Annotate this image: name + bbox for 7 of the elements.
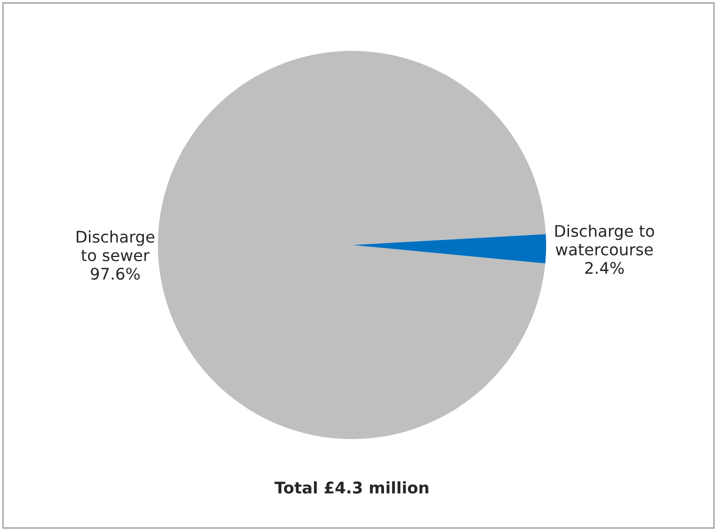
data-label: 2.4%: [585, 262, 624, 274]
data-label: 97.6%: [90, 268, 140, 280]
slice-label: Discharge to sewer: [76, 230, 154, 262]
text: Total £4.3 million: [274, 481, 428, 494]
pie-slice: [352, 234, 546, 264]
pie-slice: [158, 50, 546, 440]
slice-label: Discharge to watercourse: [555, 224, 654, 256]
